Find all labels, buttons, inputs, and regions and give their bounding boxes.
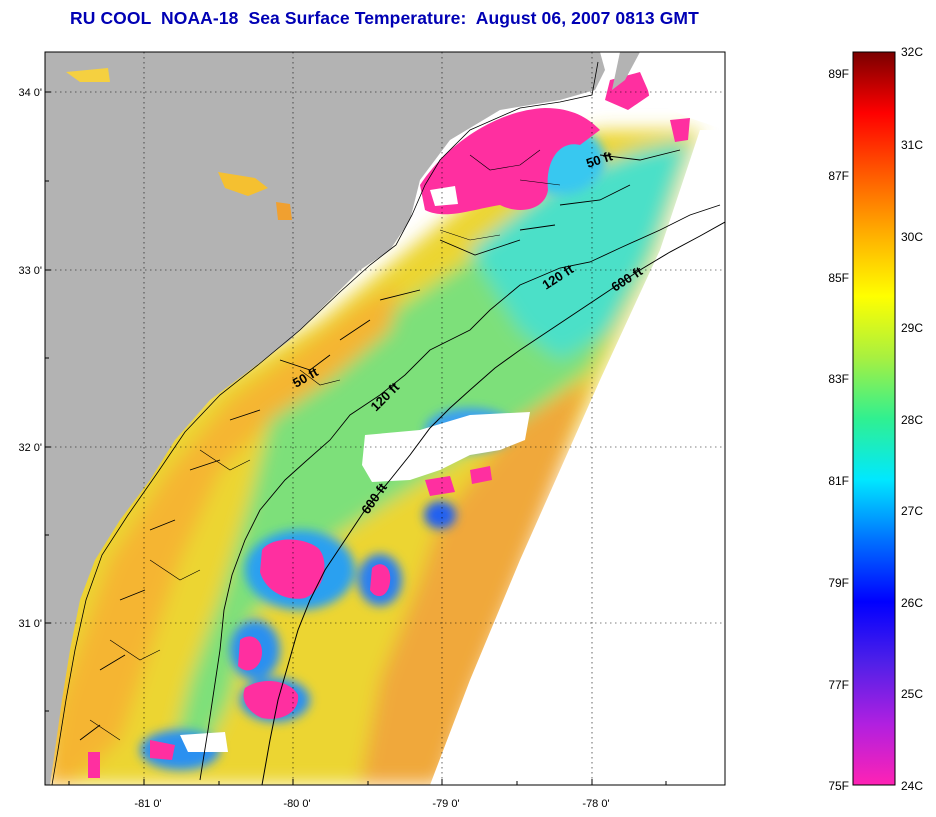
celsius-label: 32C: [901, 45, 923, 59]
inland-lake: [66, 68, 110, 82]
fahrenheit-label: 87F: [828, 169, 849, 183]
page-title: RU COOL NOAA-18 Sea Surface Temperature:…: [70, 8, 699, 28]
cloud-mask-blob: [243, 680, 299, 719]
lon-label: -80 0': [283, 798, 310, 810]
cloud-mask-blob: [370, 564, 391, 597]
cloud-mask-blob: [260, 539, 325, 599]
map-panel: [45, 52, 725, 785]
inland-lake: [218, 172, 268, 196]
fahrenheit-label: 85F: [828, 271, 849, 285]
celsius-label: 26C: [901, 596, 923, 610]
lon-labels: -81 0' -80 0' -79 0' -78 0': [134, 798, 609, 810]
map-frame: [44, 51, 726, 786]
fahrenheit-label: 79F: [828, 576, 849, 590]
celsius-label: 31C: [901, 138, 923, 152]
fahrenheit-label: 75F: [828, 779, 849, 793]
celsius-label: 27C: [901, 504, 923, 518]
sst-cyan-outer: [470, 140, 690, 360]
cloud-mask-ne: [670, 118, 690, 142]
sst-warm-nearshore: [45, 285, 400, 785]
fahrenheit-label: 83F: [828, 372, 849, 386]
no-data-ne-corner: [640, 52, 725, 130]
cloud-mask: [88, 72, 690, 778]
lon-label: -78 0': [582, 798, 609, 810]
inland-lake: [276, 202, 292, 220]
lat-label: 32 0': [18, 442, 42, 454]
cloud-mask-blob: [150, 740, 175, 760]
coastline: [51, 61, 599, 785]
sst-warm-offshore: [360, 380, 590, 785]
graticule: [45, 52, 725, 785]
coastline-detail: [89, 149, 561, 741]
colorbar-bar: [852, 51, 896, 786]
land-island: [612, 52, 640, 90]
cloud-mask-blob: [88, 752, 100, 778]
isobath-50ft: [79, 149, 681, 741]
celsius-label: 30C: [901, 230, 923, 244]
lat-label: 31 0': [18, 618, 42, 630]
colorbar: 32C 31C 30C 29C 28C 27C 26C 25C 24C 89F …: [828, 45, 923, 793]
axis-ticks: [45, 91, 667, 785]
cool-patch: [424, 501, 456, 529]
fahrenheit-label: 77F: [828, 678, 849, 692]
isobath-600ft: [261, 221, 725, 785]
lon-label: -79 0': [432, 798, 459, 810]
land-mass: [45, 52, 605, 785]
lat-label: 34 0': [18, 87, 42, 99]
lat-label: 33 0': [18, 265, 42, 277]
lon-label: -81 0': [134, 798, 161, 810]
colorbar-celsius: 32C 31C 30C 29C 28C 27C 26C 25C 24C: [901, 45, 923, 793]
celsius-label: 25C: [901, 687, 923, 701]
cloud-mask-north: [420, 108, 600, 215]
fahrenheit-label: 81F: [828, 474, 849, 488]
cloud-mask-blob: [425, 476, 455, 496]
white-patch: [430, 186, 458, 206]
lat-labels: 34 0' 33 0' 32 0' 31 0': [18, 87, 42, 630]
fahrenheit-label: 89F: [828, 67, 849, 81]
white-patch: [180, 732, 228, 752]
colorbar-fahrenheit: 89F 87F 85F 83F 81F 79F 77F 75F: [828, 67, 849, 793]
celsius-label: 29C: [901, 321, 923, 335]
cloud-mask-blob: [238, 636, 262, 671]
no-data-east: [430, 130, 725, 785]
celsius-label: 24C: [901, 779, 923, 793]
isobath-120ft: [199, 204, 721, 781]
cloud-mask-blob: [470, 466, 492, 484]
celsius-label: 28C: [901, 413, 923, 427]
